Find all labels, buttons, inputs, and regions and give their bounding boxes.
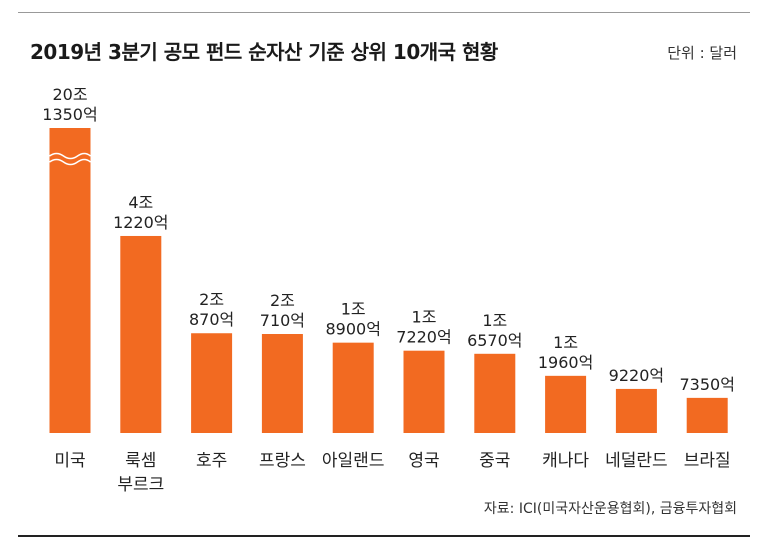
category-label-4-0: 아일랜드 xyxy=(322,451,385,471)
unit-label: 단위 : 달러 xyxy=(667,44,737,62)
category-label-1-0: 룩셈 xyxy=(125,451,156,471)
value-label-5-1: 7220억 xyxy=(396,328,451,347)
axis-break-line-top xyxy=(49,152,91,160)
value-label-7-0: 1조 xyxy=(553,333,578,352)
value-label-5-0: 1조 xyxy=(412,308,437,327)
category-label-3-0: 프랑스 xyxy=(259,451,306,471)
value-label-6-1: 6570억 xyxy=(467,331,522,350)
value-label-4-1: 8900억 xyxy=(325,320,380,339)
value-label-4-0: 1조 xyxy=(341,300,366,319)
bottom-rule xyxy=(18,535,750,537)
bar-6 xyxy=(474,353,516,433)
bar-8 xyxy=(615,388,657,433)
value-label-1-0: 4조 xyxy=(128,193,153,212)
category-label-5-0: 영국 xyxy=(408,451,439,471)
value-label-7-1: 1960억 xyxy=(538,353,593,372)
bar-3 xyxy=(261,334,303,433)
value-label-2-0: 2조 xyxy=(199,290,224,309)
bar-1 xyxy=(120,235,162,433)
category-label-2-0: 호주 xyxy=(196,451,227,471)
bar-4 xyxy=(332,342,374,433)
source-note: 자료: ICI(미국자산운용협회), 금융투자협회 xyxy=(483,501,737,517)
category-label-9-0: 브라질 xyxy=(684,451,731,471)
bar-7 xyxy=(545,375,587,433)
chart-title: 2019년 3분기 공모 펀드 순자산 기준 상위 10개국 현황 xyxy=(30,40,498,64)
value-label-1-1: 1220억 xyxy=(113,213,168,232)
value-label-6-0: 1조 xyxy=(482,311,507,330)
value-label-2-1: 870억 xyxy=(189,310,234,329)
value-label-0-1: 1350억 xyxy=(42,105,97,124)
bar-0 xyxy=(49,128,91,433)
bar-9 xyxy=(686,397,728,433)
category-label-1-1: 부르크 xyxy=(117,475,164,495)
category-label-8-0: 네덜란드 xyxy=(605,451,668,471)
category-label-7-0: 캐나다 xyxy=(542,451,589,471)
top-rule xyxy=(18,12,750,13)
axis-break-line-bottom xyxy=(49,158,91,166)
bar-2 xyxy=(191,333,233,433)
value-label-8-0: 9220억 xyxy=(609,366,664,385)
bar-5 xyxy=(403,350,445,433)
category-label-6-0: 중국 xyxy=(479,451,510,471)
category-label-0-0: 미국 xyxy=(54,451,85,471)
value-label-3-0: 2조 xyxy=(270,291,295,310)
value-label-0-0: 20조 xyxy=(52,85,87,104)
value-label-3-1: 710억 xyxy=(260,311,305,330)
value-label-9-0: 7350억 xyxy=(679,375,734,394)
